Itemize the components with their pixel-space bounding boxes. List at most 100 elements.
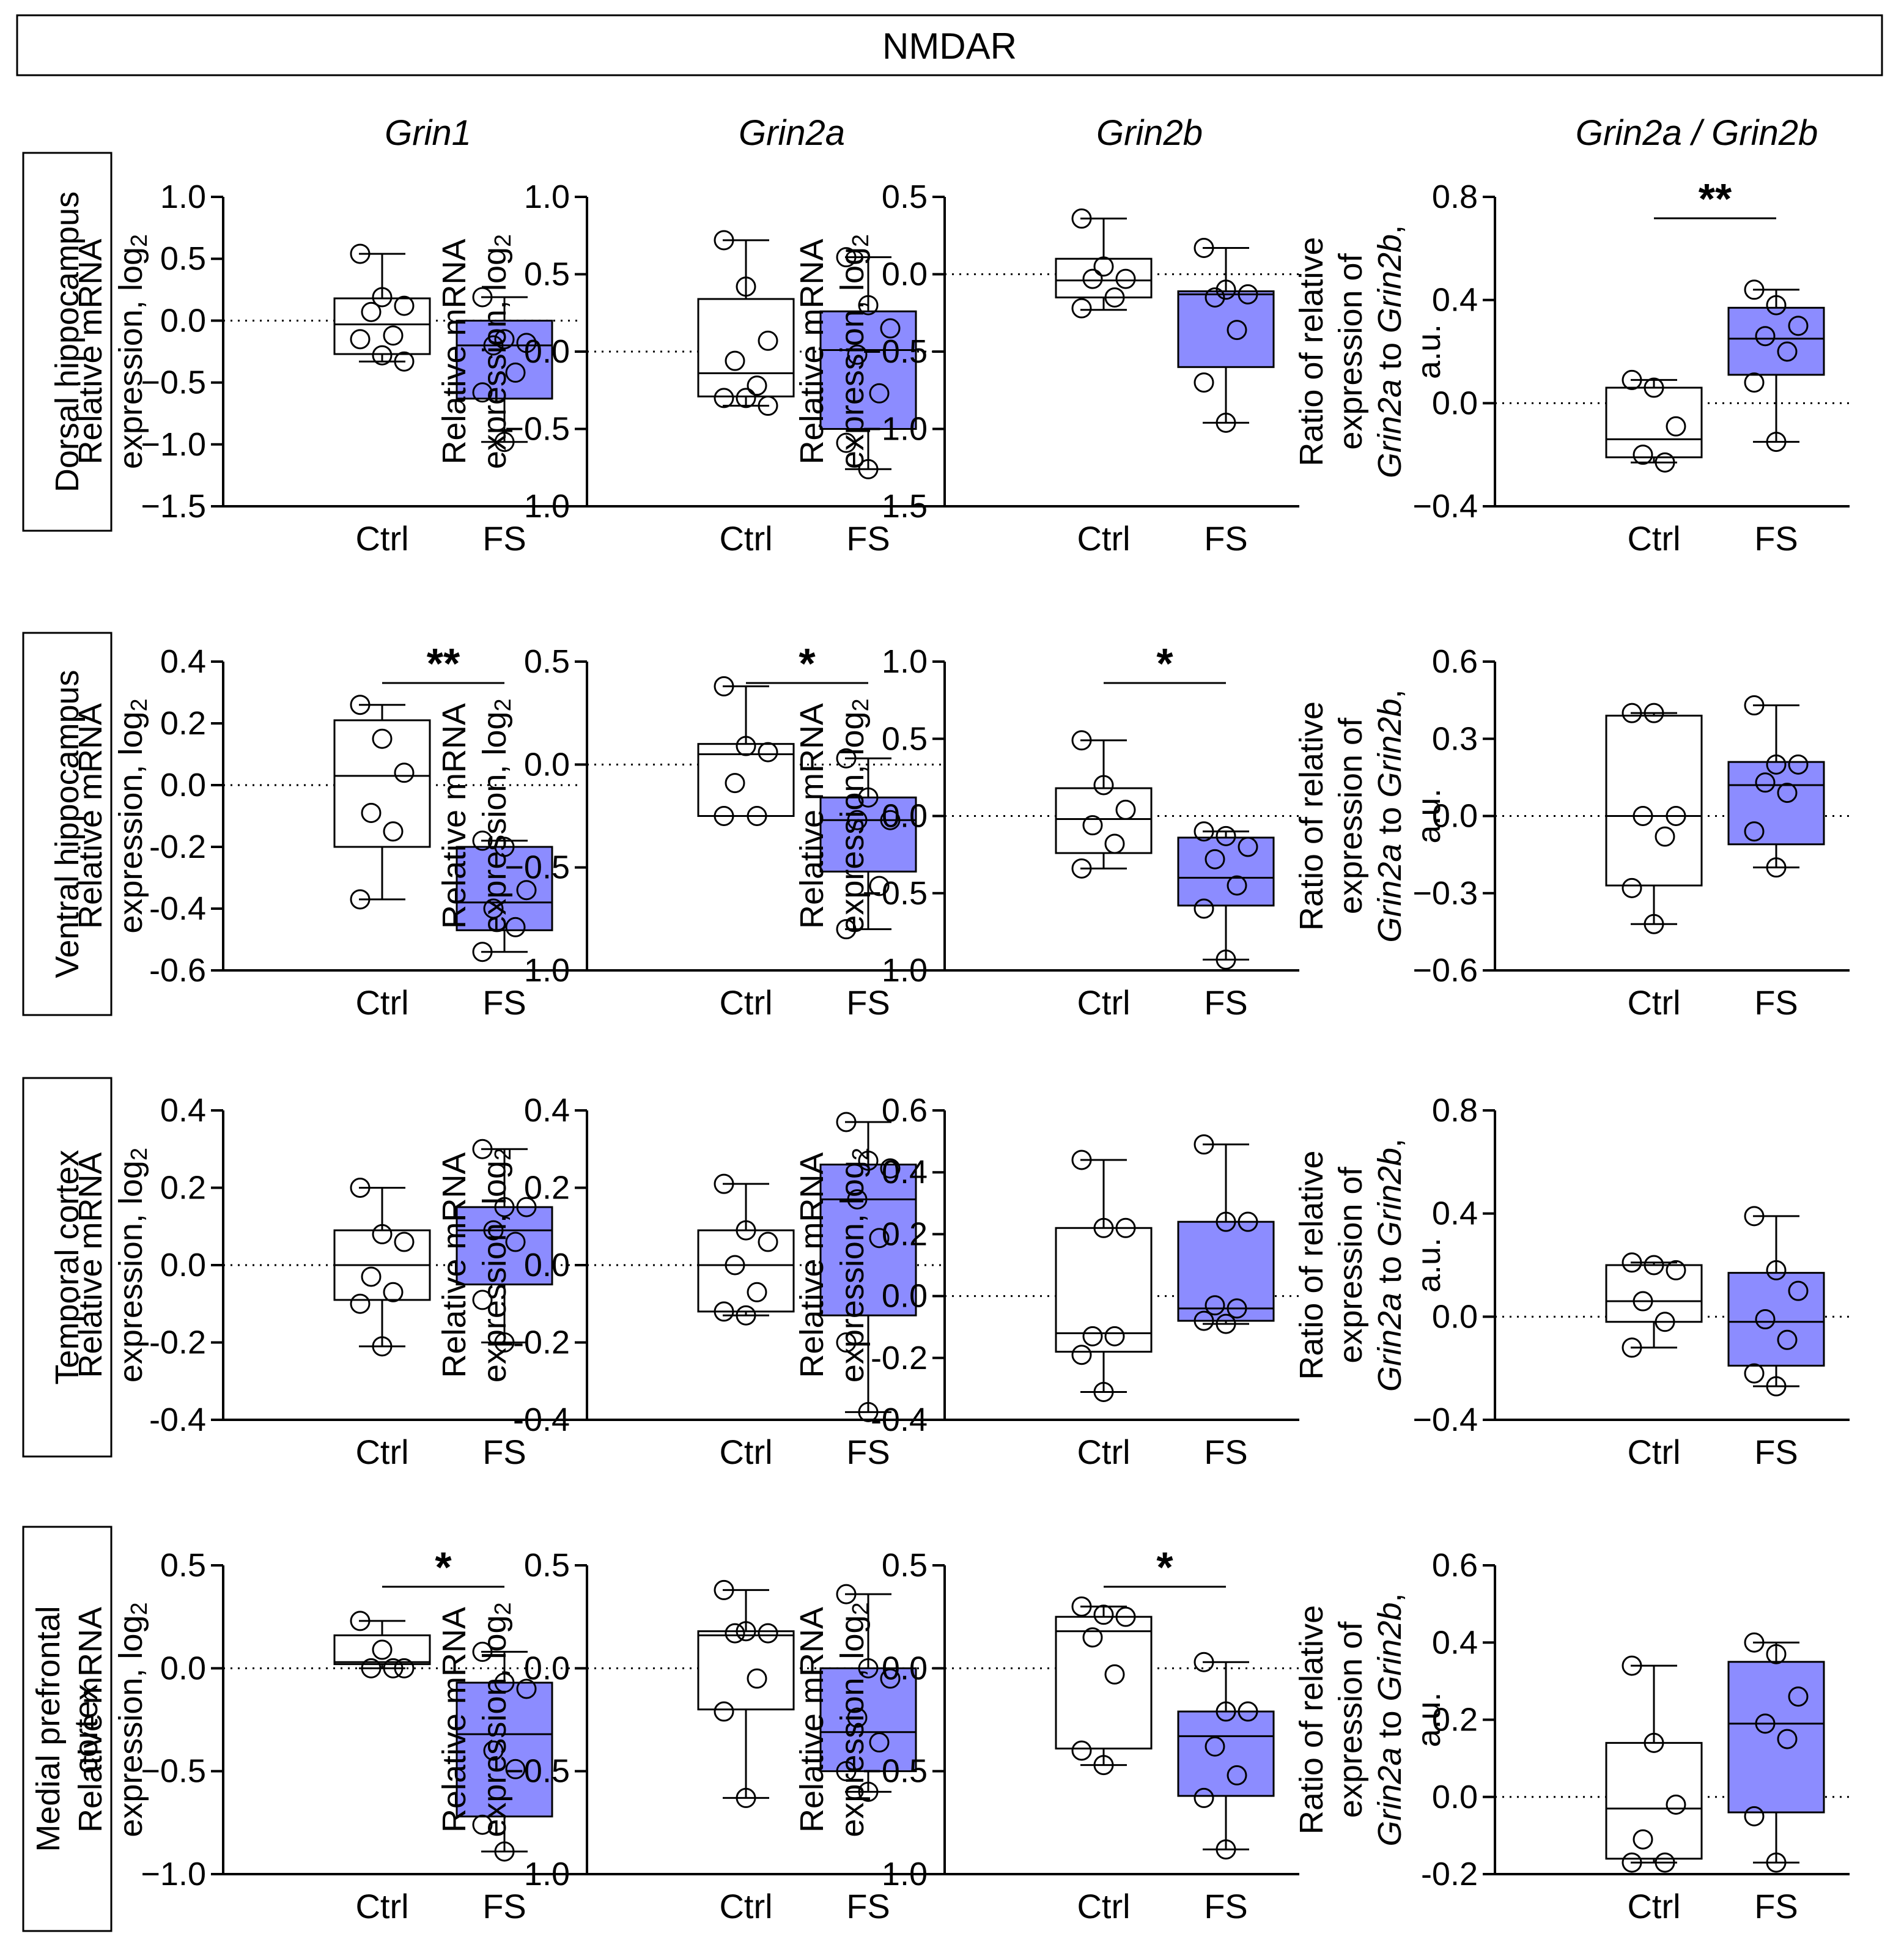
y-tick-label: −1.0 [862, 1856, 928, 1892]
x-category-label: FS [1204, 1887, 1248, 1925]
data-point [858, 1658, 879, 1678]
x-category-label: FS [1754, 519, 1798, 558]
box-ctrl [1055, 730, 1153, 879]
y-tick-label: 0.0 [1432, 1298, 1478, 1335]
data-point [394, 1231, 415, 1252]
box-fs [456, 1139, 553, 1353]
data-point [350, 889, 371, 910]
data-point [494, 1332, 515, 1353]
data-point [472, 830, 493, 851]
data-point [1093, 1217, 1114, 1238]
data-point [383, 821, 404, 842]
x-category-label: Ctrl [719, 1433, 772, 1471]
y-axis-label: expression, log2 [476, 1602, 516, 1837]
y-tick-label: 0.5 [160, 1547, 206, 1584]
y-tick-label: −0.3 [1412, 875, 1478, 912]
x-category-label: FS [482, 983, 526, 1022]
data-point [494, 836, 515, 857]
data-point [1216, 1211, 1236, 1232]
data-point [383, 325, 404, 346]
x-category-label: Ctrl [1627, 983, 1680, 1022]
y-axis-label: a.u. [1411, 1238, 1447, 1293]
y-tick-label: -0.2 [871, 1340, 928, 1376]
data-point [516, 1197, 537, 1217]
box-iqr [819, 1164, 917, 1316]
y-tick-label: 0.5 [160, 240, 206, 277]
y-tick-label: −1.0 [504, 488, 570, 525]
y-tick-label: 0.0 [882, 798, 928, 835]
data-point [472, 1641, 493, 1662]
data-point [1766, 1260, 1787, 1280]
data-point [1755, 1309, 1776, 1330]
x-category-label: Ctrl [1627, 519, 1680, 558]
data-point [1744, 279, 1765, 300]
data-point [350, 1611, 371, 1631]
data-point [1622, 369, 1642, 390]
y-tick-label: −0.5 [862, 1753, 928, 1790]
data-point [350, 1178, 371, 1198]
y-tick-label: 0.0 [524, 1650, 570, 1686]
region-box-3 [22, 1526, 113, 1932]
data-point [758, 330, 778, 351]
x-category-label: FS [846, 519, 890, 558]
data-point [1744, 1632, 1765, 1653]
data-point [494, 1841, 515, 1862]
data-point [1216, 279, 1236, 300]
region-box-1 [22, 632, 113, 1016]
data-point [1766, 295, 1787, 316]
data-point [1744, 821, 1765, 842]
data-point [1622, 1655, 1642, 1676]
x-category-label: FS [846, 983, 890, 1022]
data-point [1216, 412, 1236, 433]
data-point [1633, 445, 1653, 465]
y-tick-label: −0.5 [141, 364, 206, 401]
data-point [1744, 1363, 1765, 1384]
data-point [1115, 799, 1136, 820]
y-axis-label: Relative mRNA [794, 238, 830, 464]
data-point [736, 736, 756, 756]
y-tick-label: 0.0 [882, 1278, 928, 1315]
data-point [1216, 1313, 1236, 1334]
y-tick-label: 0.0 [160, 302, 206, 339]
y-tick-label: 0.6 [1432, 1547, 1478, 1584]
y-tick-label: -0.4 [513, 1401, 570, 1438]
y-tick-label: 0.6 [1432, 643, 1478, 680]
y-tick-label: −0.6 [1412, 952, 1478, 989]
box-fs [1177, 1652, 1275, 1860]
y-tick-label: 0.0 [1432, 798, 1478, 835]
y-tick-label: 0.5 [524, 643, 570, 680]
y-tick-label: 1.0 [524, 179, 570, 215]
data-point [472, 1290, 493, 1310]
box-iqr [697, 1630, 795, 1711]
y-axis-label: Relative mRNA [436, 238, 473, 464]
y-tick-label: 0.0 [160, 1650, 206, 1686]
data-point [483, 898, 504, 919]
data-point [1238, 284, 1258, 305]
x-category-label: FS [1754, 1433, 1798, 1471]
data-point [858, 295, 879, 316]
data-point [1071, 1596, 1092, 1617]
y-axis-label: expression, log2 [834, 1602, 874, 1837]
box-ctrl [1605, 369, 1703, 473]
data-point [869, 1228, 890, 1249]
y-axis-label: expression of [1332, 1621, 1369, 1818]
box-iqr [819, 310, 917, 430]
box-fs [1177, 237, 1275, 433]
x-category-label: Ctrl [1627, 1887, 1680, 1925]
box-fs [819, 748, 917, 940]
box-ctrl [1055, 208, 1153, 319]
data-point [1766, 432, 1787, 452]
box-ctrl [697, 230, 795, 416]
data-point [1755, 326, 1776, 347]
y-tick-label: −1.0 [862, 411, 928, 448]
data-point [758, 742, 778, 762]
data-point [869, 1732, 890, 1753]
data-point [494, 432, 515, 452]
y-tick-label: 0.8 [1432, 179, 1478, 215]
y-tick-label: 0.0 [524, 1247, 570, 1283]
box-iqr [819, 1667, 917, 1773]
y-axis-label: expression, log2 [476, 698, 516, 933]
y-tick-label: 0.4 [160, 643, 206, 680]
y-tick-label: 0.4 [524, 1092, 570, 1129]
